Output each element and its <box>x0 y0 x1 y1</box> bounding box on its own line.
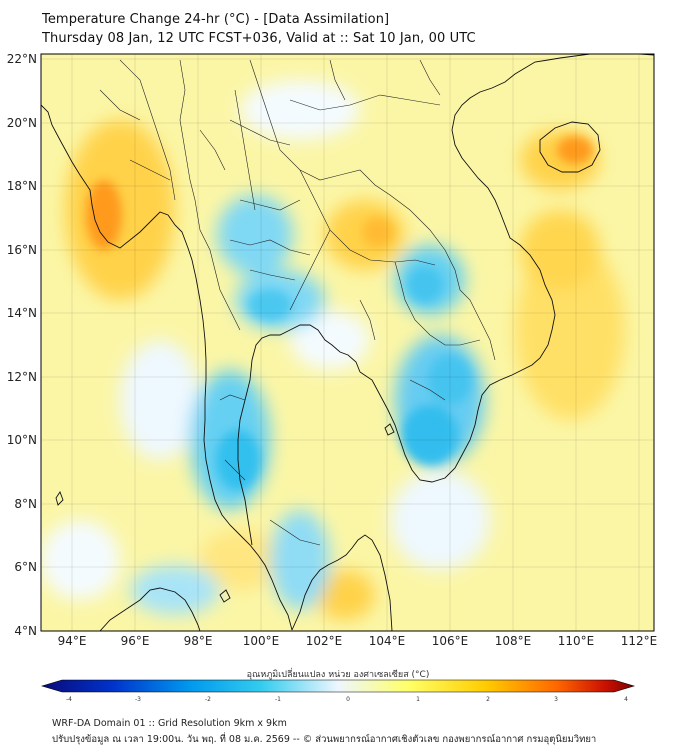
colorbar-tick: -2 <box>205 696 211 703</box>
colorbar: -4 -3 -2 -1 0 1 2 3 4 <box>40 679 636 703</box>
colorbar-tick: 3 <box>554 696 558 703</box>
lon-label: 96°E <box>121 634 150 648</box>
lon-label: 102°E <box>306 634 343 648</box>
colorbar-bar <box>40 679 636 693</box>
lat-label: 4°N <box>14 624 37 638</box>
lon-label: 110°E <box>558 634 595 648</box>
colorbar-tick: 4 <box>624 696 628 703</box>
colorbar-tick: 2 <box>486 696 490 703</box>
lat-labels: 22°N 20°N 18°N 16°N 14°N 12°N 10°N 8°N 6… <box>7 52 37 638</box>
footer-line-2: ปรับปรุงข้อมูล ณ เวลา 19:00น. วัน พฤ. ที… <box>52 734 597 745</box>
lon-label: 104°E <box>369 634 406 648</box>
colorbar-tick: 0 <box>346 696 350 703</box>
lat-label: 6°N <box>14 560 37 574</box>
lat-label: 20°N <box>7 116 37 130</box>
map-frame <box>40 53 655 632</box>
gridlines <box>41 54 654 631</box>
lon-label: 112°E <box>621 634 658 648</box>
coastlines <box>41 54 654 631</box>
lon-label: 94°E <box>58 634 87 648</box>
temperature-field <box>41 54 654 631</box>
lat-label: 14°N <box>7 306 37 320</box>
map-title: Temperature Change 24-hr (°C) - [Data As… <box>42 12 390 27</box>
lon-label: 106°E <box>432 634 469 648</box>
map-subtitle: Thursday 08 Jan, 12 UTC FCST+036, Valid … <box>42 31 476 46</box>
lat-label: 8°N <box>14 497 37 511</box>
colorbar-tick: -3 <box>135 696 141 703</box>
lon-labels: 94°E 96°E 98°E 100°E 102°E 104°E 106°E 1… <box>58 634 658 648</box>
lon-label: 98°E <box>184 634 213 648</box>
lon-label: 108°E <box>495 634 532 648</box>
lat-label: 22°N <box>7 52 37 66</box>
colorbar-tick: 1 <box>416 696 420 703</box>
colorbar-tick: -4 <box>66 696 72 703</box>
lat-label: 18°N <box>7 179 37 193</box>
lat-label: 10°N <box>7 433 37 447</box>
lon-label: 100°E <box>243 634 280 648</box>
admin-borders <box>99 59 496 546</box>
lat-label: 16°N <box>7 243 37 257</box>
lat-label: 12°N <box>7 370 37 384</box>
colorbar-tick: -1 <box>275 696 281 703</box>
colorbar-title: อุณหภูมิเปลี่ยนแปลง หน่วย องศาเซลเซียส (… <box>246 670 430 680</box>
footer-line-1: WRF-DA Domain 01 :: Grid Resolution 9km … <box>52 718 287 729</box>
